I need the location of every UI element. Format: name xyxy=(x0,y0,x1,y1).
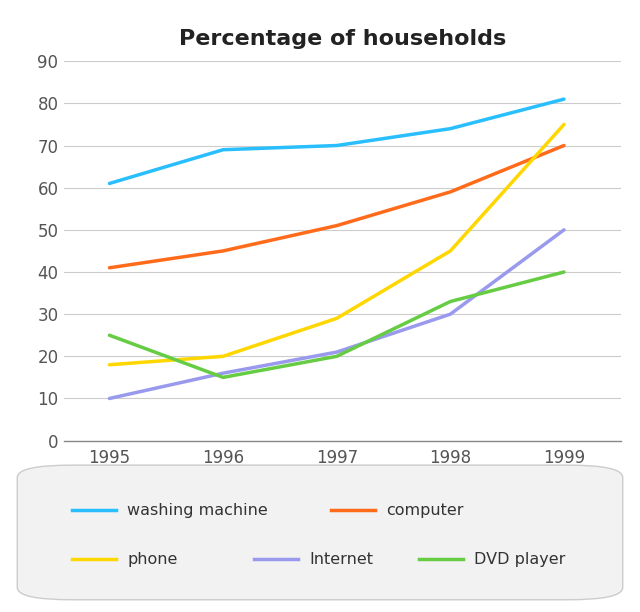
Text: phone: phone xyxy=(127,552,178,567)
Text: computer: computer xyxy=(386,503,463,518)
FancyBboxPatch shape xyxy=(17,465,623,600)
Text: Internet: Internet xyxy=(309,552,373,567)
Text: DVD player: DVD player xyxy=(474,552,566,567)
Title: Percentage of households: Percentage of households xyxy=(179,29,506,48)
Text: washing machine: washing machine xyxy=(127,503,268,518)
